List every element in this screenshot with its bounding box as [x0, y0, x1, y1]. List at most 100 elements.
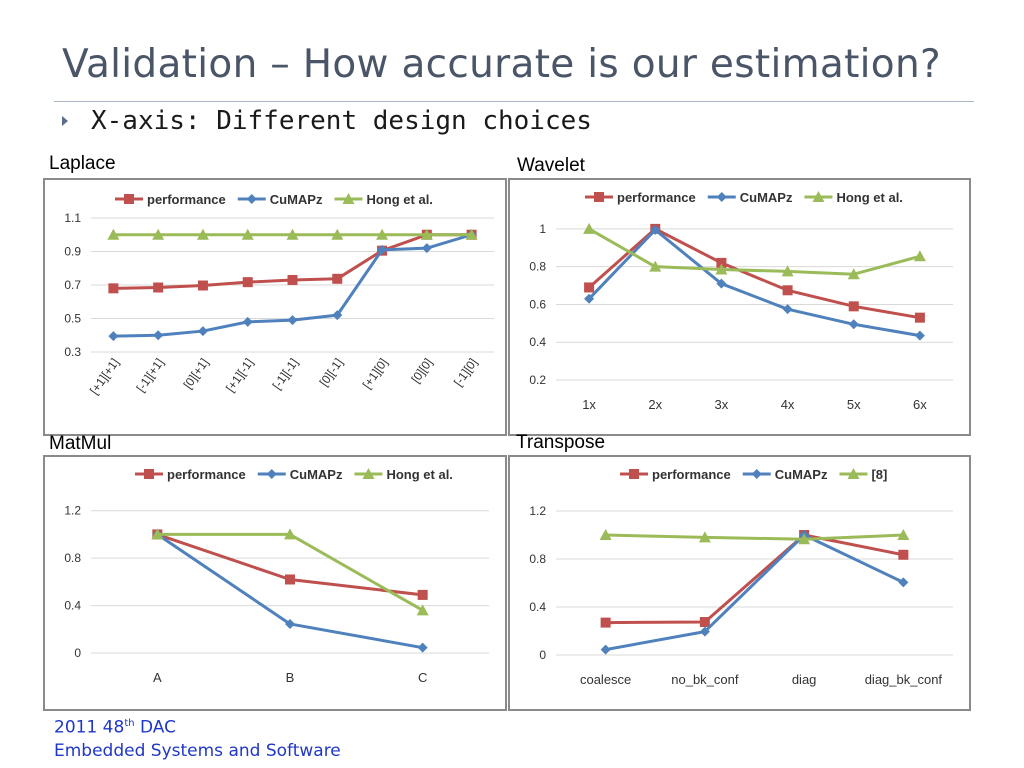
legend-marker-hong-et-al	[362, 468, 375, 479]
y-tick-label: 1.2	[529, 504, 546, 518]
wavelet-panel-label: Wavelet	[517, 155, 585, 176]
wavelet-chart: 0.2 0.4 0.6 0.8 1 1x 2x 3x 4x 5x 6x performance CuMA…	[508, 178, 971, 436]
legend-label-cumapz: CuMAPz	[290, 467, 343, 482]
legend-label-performance: performance	[652, 467, 731, 482]
data-point-hong-et-al	[847, 268, 860, 280]
data-point-cumapz	[108, 331, 119, 342]
legend-label-performance: performance	[167, 467, 246, 482]
laplace-panel-label: Laplace	[49, 153, 116, 174]
slide-title: Validation – How accurate is our estimat…	[62, 42, 941, 87]
legend-marker-cumapz	[751, 469, 762, 479]
laplace-chart-svg: 0.3 0.5 0.7 0.9 1.1 [+1][+1] [-1][+1] [0][+1] [+…	[64, 192, 494, 397]
data-point-cumapz	[650, 224, 661, 235]
y-tick-label: 0.4	[529, 600, 546, 614]
data-point-cumapz	[584, 293, 595, 304]
footer-sup: th	[124, 718, 135, 729]
data-point-cumapz	[600, 644, 611, 655]
data-point-performance	[108, 283, 119, 294]
data-point-performance	[782, 285, 793, 296]
y-tick-label: 0.8	[529, 552, 546, 566]
x-tick-label: [0][0]	[409, 356, 436, 386]
y-tick-label: 0.6	[529, 297, 546, 311]
y-tick-label: 0	[74, 646, 81, 660]
data-point-performance	[848, 301, 859, 312]
x-tick-label: B	[286, 670, 295, 685]
data-point-cumapz	[699, 626, 710, 637]
y-tick-label: 0.4	[529, 335, 546, 349]
data-point-performance	[417, 589, 428, 600]
data-point-8	[897, 529, 910, 540]
data-point-hong-et-al	[583, 222, 596, 234]
legend-label-hong-et-al: Hong et al.	[386, 467, 452, 482]
x-tick-label: [-1][0]	[451, 356, 480, 389]
y-tick-label: 0.2	[529, 373, 546, 387]
title-divider	[54, 101, 974, 102]
bullet-item: X-axis: Different design choices	[62, 106, 592, 136]
data-point-hong-et-al	[196, 228, 209, 240]
series-line-cumapz	[605, 533, 905, 652]
wavelet-chart-svg: 0.2 0.4 0.6 0.8 1 1x 2x 3x 4x 5x 6x performance CuMA…	[529, 190, 953, 412]
data-point-performance	[242, 277, 253, 288]
data-point-performance	[914, 312, 925, 323]
legend-label-cumapz: CuMAPz	[270, 192, 323, 207]
footer-line-1: 2011 48th DAC	[54, 712, 341, 740]
legend-marker-cumapz	[266, 469, 277, 479]
y-tick-label: 1.1	[64, 211, 81, 225]
x-tick-label: A	[153, 670, 162, 685]
series-line-performance	[605, 533, 904, 625]
data-point-cumapz	[898, 577, 909, 588]
x-tick-label: 6x	[913, 397, 927, 412]
data-point-performance	[699, 617, 710, 627]
x-tick-label: [-1][+1]	[134, 356, 167, 395]
data-point-performance	[898, 549, 909, 560]
x-tick-label: [+1][+1]	[87, 356, 122, 397]
data-point-cumapz	[242, 316, 253, 327]
transpose-panel-label: Transpose	[516, 432, 606, 453]
x-tick-label: diag_bk_conf	[865, 672, 943, 687]
matmul-panel-label: MatMul	[49, 433, 112, 454]
legend-marker-8	[847, 468, 860, 479]
series-line-hong-et-al	[588, 227, 921, 276]
x-tick-label: [+1][0]	[360, 356, 391, 392]
legend-label-8: [8]	[871, 467, 887, 482]
data-point-performance	[287, 274, 298, 285]
x-tick-label: 4x	[781, 397, 795, 412]
legend-label-cumapz: CuMAPz	[775, 467, 828, 482]
data-point-hong-et-al	[420, 228, 433, 240]
x-tick-label: 1x	[582, 397, 596, 412]
x-tick-label: [-1][-1]	[270, 356, 301, 392]
data-point-hong-et-al	[107, 228, 120, 240]
data-point-performance	[153, 282, 164, 293]
data-point-hong-et-al	[151, 528, 164, 540]
y-tick-label: 0.3	[64, 345, 81, 359]
data-point-cumapz	[197, 326, 208, 337]
series-line-cumapz	[588, 228, 921, 338]
bullet-text: X-axis: Different design choices	[91, 106, 592, 136]
series-line-8	[605, 533, 904, 541]
x-tick-label: 2x	[648, 397, 662, 412]
data-point-hong-et-al	[331, 228, 344, 240]
legend-marker-cumapz	[246, 194, 257, 204]
data-point-cumapz	[153, 330, 164, 341]
legend-marker-performance	[144, 469, 154, 479]
data-point-cumapz	[287, 315, 298, 326]
footer: 2011 48th DAC Embedded Systems and Softw…	[54, 712, 341, 763]
y-tick-label: 0.8	[529, 260, 546, 274]
data-point-8	[798, 533, 811, 545]
footer-conf: DAC	[134, 717, 176, 738]
x-tick-label: C	[418, 670, 427, 685]
series-line-performance	[588, 227, 921, 320]
legend-label-hong-et-al: Hong et al.	[366, 192, 432, 207]
data-point-hong-et-al	[284, 528, 296, 540]
data-point-performance	[716, 257, 727, 268]
data-point-cumapz	[716, 278, 727, 289]
transpose-chart: 0 0.4 0.8 1.2 coalesce no_bk_conf diag diag_bk_…	[508, 455, 971, 711]
legend-label-performance: performance	[147, 192, 226, 207]
y-tick-label: 0.7	[64, 278, 81, 292]
data-point-cumapz	[782, 304, 793, 315]
data-point-hong-et-al	[715, 263, 728, 275]
data-point-8	[599, 529, 612, 540]
x-tick-label: [0][-1]	[317, 356, 346, 389]
legend-marker-hong-et-al	[812, 191, 825, 202]
